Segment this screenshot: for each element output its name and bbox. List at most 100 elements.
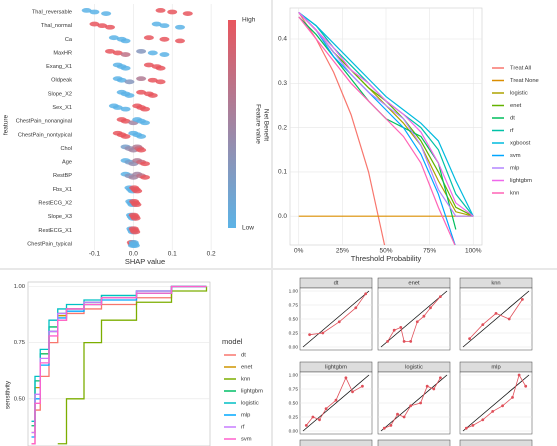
x-axis-label: Threshold Probability [351, 254, 422, 263]
legend-label: svm [241, 437, 252, 443]
line [298, 12, 456, 245]
point [396, 412, 399, 416]
reference-line [302, 374, 370, 432]
point [337, 320, 341, 324]
legend-label: lightgbm [510, 178, 532, 184]
point [175, 24, 185, 30]
point [439, 295, 442, 298]
y-tick-label: MaxHR [53, 50, 72, 56]
y-tick-label: 0.0 [278, 213, 287, 220]
point [311, 415, 315, 419]
point [334, 398, 338, 402]
point [364, 292, 368, 296]
y-tick-label: 0.75 [289, 386, 299, 392]
point [155, 79, 166, 85]
point [151, 21, 162, 27]
point [89, 21, 100, 27]
y-tick-label: 0.3 [278, 80, 287, 87]
y-tick-label: 0.25 [289, 414, 299, 420]
point [354, 306, 358, 310]
line [31, 285, 207, 422]
separator [271, 0, 273, 446]
x-tick-label: 0.2 [207, 251, 216, 258]
colorbar-low: Low [242, 225, 254, 232]
legend-label: svm [510, 153, 521, 159]
point [432, 387, 436, 391]
point [517, 373, 521, 377]
point [468, 337, 471, 340]
point [399, 326, 403, 329]
x-axis-label: SHAP value [125, 257, 165, 266]
point [140, 174, 150, 180]
legend-label: mlp [241, 413, 250, 419]
reference-line [380, 374, 448, 432]
point [159, 52, 170, 57]
point [143, 62, 154, 68]
y-axis-label: Net Benefit [262, 109, 269, 141]
x-tick-label: -0.1 [89, 251, 101, 258]
point [318, 418, 321, 422]
point [136, 134, 147, 139]
x-tick-label: 75% [423, 248, 436, 255]
reference-line [462, 374, 530, 432]
point [129, 243, 140, 249]
point [140, 161, 150, 167]
y-axis-label: sensitivity [5, 380, 12, 409]
legend-label: rf [241, 425, 245, 431]
y-tick-label: 0.00 [289, 428, 299, 434]
y-tick-label: ChestPain_nonanginal [16, 119, 72, 125]
x-tick-label: 50% [379, 248, 392, 255]
point [130, 229, 141, 235]
y-tick-label: Thal_reversable [32, 9, 72, 15]
point [159, 36, 170, 42]
colorbar-label: Feature value [254, 104, 261, 144]
colorbar [228, 20, 236, 228]
line [298, 16, 457, 230]
point [182, 11, 193, 16]
point [481, 323, 485, 326]
y-tick-label: Slope_X3 [48, 214, 72, 220]
strip-label: dt [334, 281, 339, 287]
legend-label: logistic [510, 91, 528, 97]
legend-label: logistic [241, 401, 259, 407]
point [491, 410, 495, 413]
point [136, 147, 147, 153]
point [389, 424, 393, 427]
point [308, 333, 311, 337]
legend-label: Treat None [510, 78, 539, 84]
strip-label: mlp [491, 365, 500, 371]
legend-label: Treat All [510, 66, 531, 72]
y-tick-label: Sex_X1 [52, 105, 72, 111]
y-tick-label: Slope_X2 [48, 91, 72, 97]
line [298, 16, 456, 245]
point [120, 134, 131, 139]
point [120, 52, 131, 57]
point [429, 306, 432, 310]
legend-label: mlp [510, 166, 519, 172]
y-tick-label: RestBP [53, 173, 72, 179]
point [386, 340, 389, 343]
point [136, 76, 147, 82]
strip-label: lightgbm [325, 365, 347, 371]
point [351, 390, 354, 394]
lines [298, 11, 474, 245]
y-tick-label: 1.00 [289, 372, 299, 378]
point [112, 50, 123, 56]
point [409, 404, 413, 408]
legend-title: model [222, 337, 243, 346]
legend-label: rf [510, 128, 514, 134]
line [466, 374, 527, 429]
point [471, 424, 475, 427]
point [124, 79, 135, 85]
y-tick-label: 0.00 [289, 344, 299, 350]
y-tick-label: 0.25 [289, 330, 299, 336]
point [120, 38, 131, 44]
point [481, 418, 485, 422]
reference-line [462, 290, 530, 348]
legend-label: knn [241, 377, 250, 383]
point [140, 106, 150, 112]
point [140, 120, 150, 126]
reference-line [380, 290, 448, 348]
legend-label: knn [510, 191, 519, 197]
